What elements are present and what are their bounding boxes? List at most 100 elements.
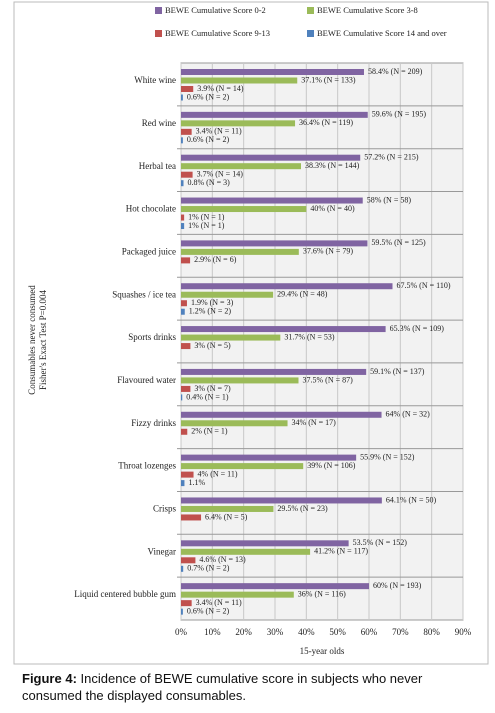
bar	[181, 120, 296, 127]
bar	[181, 326, 386, 333]
bar	[181, 180, 184, 187]
data-label: 1.9% (N = 3)	[191, 298, 234, 307]
y-tick-label: Throat lozenges	[118, 461, 176, 471]
legend-label: BEWE Cumulative Score 14 and over	[317, 28, 447, 38]
data-label: 31.7% (N = 53)	[284, 332, 335, 341]
bar	[181, 385, 191, 392]
bar	[181, 111, 368, 118]
data-label: 67.5% (N = 110)	[397, 281, 451, 290]
y-tick-label: Vinegar	[148, 546, 176, 556]
legend-swatch	[307, 7, 314, 14]
data-label: 37.6% (N = 79)	[303, 247, 354, 256]
data-label: 38.3% (N = 144)	[305, 161, 360, 170]
data-label: 59.1% (N = 137)	[370, 367, 425, 376]
bar	[181, 608, 183, 615]
data-label: 4.6% (N = 13)	[199, 555, 246, 564]
legend-swatch	[155, 30, 162, 37]
bar	[181, 94, 183, 101]
bar	[181, 591, 294, 598]
bar	[181, 86, 194, 92]
y-axis-label: Consumables never consumed	[27, 285, 37, 395]
bar	[181, 368, 367, 375]
x-tick-label: 0%	[175, 627, 188, 637]
data-label: 60% (N = 193)	[373, 581, 422, 590]
bar	[181, 480, 185, 487]
bar	[181, 463, 304, 470]
y-tick-label: Liquid centered bubble gum	[74, 589, 176, 599]
data-label: 53.5% (N = 152)	[353, 538, 408, 547]
data-label: 2.9% (N = 6)	[194, 255, 237, 264]
y-tick-label: Packaged juice	[122, 246, 176, 256]
data-label: 3% (N = 5)	[194, 341, 231, 350]
bar	[181, 394, 183, 401]
data-label: 1% (N = 1)	[188, 221, 225, 230]
data-label: 0.6% (N = 2)	[187, 606, 230, 615]
legend-label: BEWE Cumulative Score 9-13	[165, 28, 270, 38]
bar	[181, 548, 311, 555]
bar	[181, 505, 274, 512]
data-label: 59.5% (N = 125)	[371, 238, 426, 247]
data-label: 34% (N = 17)	[292, 418, 337, 427]
bar	[181, 283, 393, 290]
bar	[181, 137, 183, 144]
bar	[181, 411, 382, 418]
data-label: 65.3% (N = 109)	[390, 324, 445, 333]
y-axis-label: Fisher's Exact Test P=0.004	[38, 290, 48, 390]
data-label: 64% (N = 32)	[386, 410, 431, 419]
data-label: 29.4% (N = 48)	[277, 290, 328, 299]
bar	[181, 197, 363, 204]
bar	[181, 557, 196, 564]
data-label: 3.9% (N = 14)	[197, 84, 244, 93]
data-label: 40% (N = 40)	[310, 204, 355, 213]
bar	[181, 334, 281, 341]
data-label: 0.8% (N = 3)	[188, 178, 231, 187]
y-tick-label: Crisps	[153, 504, 177, 514]
data-label: 58% (N = 58)	[367, 195, 412, 204]
data-label: 29.5% (N = 23)	[277, 504, 328, 513]
data-label: 0.4% (N = 1)	[186, 392, 229, 401]
y-tick-label: Sports drinks	[128, 332, 176, 342]
bar	[181, 377, 299, 384]
data-label: 59.6% (N = 195)	[372, 110, 427, 119]
bar	[181, 214, 185, 221]
data-label: 4% (N = 11)	[198, 469, 238, 478]
bar	[181, 420, 288, 427]
data-label: 37.1% (N = 133)	[301, 75, 356, 84]
caption-text: Incidence of BEWE cumulative score in su…	[22, 671, 423, 703]
data-label: 0.6% (N = 2)	[187, 92, 230, 101]
data-label: 0.7% (N = 2)	[187, 564, 230, 573]
data-label: 36% (N = 116)	[298, 589, 346, 598]
y-tick-label: White wine	[134, 75, 176, 85]
bar	[181, 308, 185, 315]
bar	[181, 514, 202, 521]
data-label: 3.4% (N = 11)	[196, 127, 242, 136]
data-label: 39% (N = 106)	[307, 461, 356, 470]
bar	[181, 257, 191, 264]
bar	[181, 540, 349, 547]
y-tick-label: Squashes / ice tea	[112, 289, 176, 299]
bar	[181, 343, 191, 350]
data-label: 6.4% (N = 5)	[205, 512, 248, 521]
x-axis-label: 15-year olds	[300, 646, 345, 656]
bar	[181, 223, 185, 230]
bar	[181, 291, 274, 298]
data-label: 3.4% (N = 11)	[196, 598, 242, 607]
legend-label: BEWE Cumulative Score 0-2	[165, 5, 266, 15]
bar	[181, 206, 307, 213]
caption: Figure 4: Incidence of BEWE cumulative s…	[22, 670, 484, 704]
bar	[181, 154, 361, 161]
data-label: 37.5% (N = 87)	[303, 375, 354, 384]
legend-swatch	[155, 7, 162, 14]
bar	[181, 471, 194, 478]
y-tick-label: Hot chocolate	[126, 204, 176, 214]
data-label: 3.7% (N = 14)	[197, 170, 244, 179]
data-label: 57.2% (N = 215)	[364, 153, 419, 162]
bar	[181, 248, 299, 255]
y-tick-label: Flavoured water	[117, 375, 176, 385]
data-label: 2% (N = 1)	[191, 427, 228, 436]
data-label: 3% (N = 7)	[194, 384, 231, 393]
x-tick-label: 30%	[267, 627, 284, 637]
y-tick-label: Fizzy drinks	[131, 418, 176, 428]
